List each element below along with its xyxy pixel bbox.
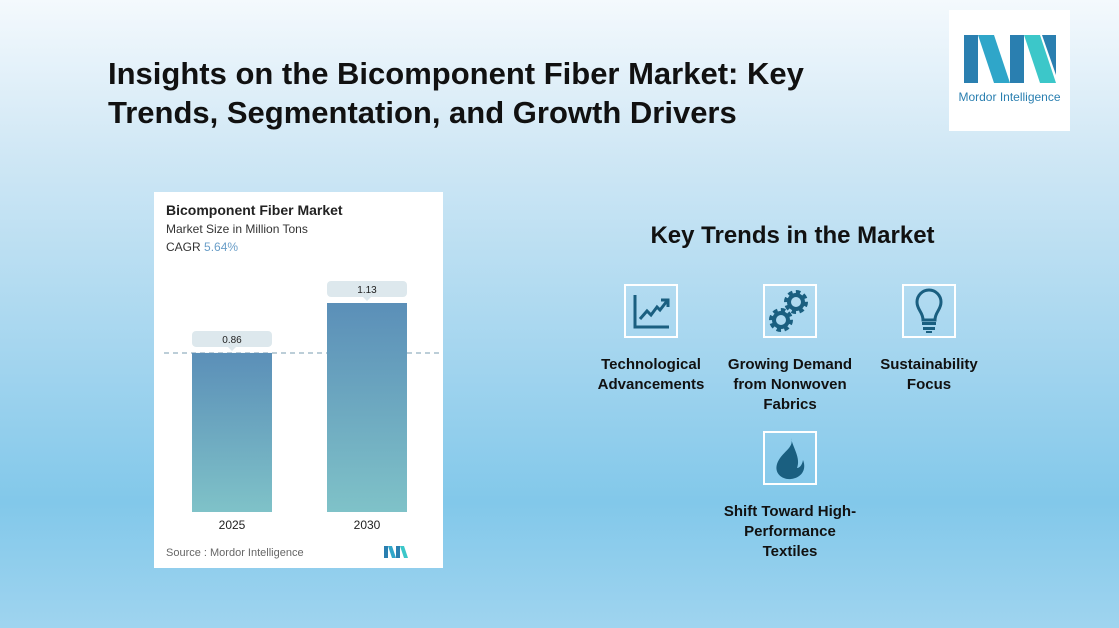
trend-item: Growing Demand from Nonwoven Fabrics: [720, 284, 860, 415]
trend-item: Shift Toward High-Performance Textiles: [720, 431, 860, 562]
cagr-label: CAGR: [166, 240, 201, 254]
trend-label: Shift Toward High-Performance Textiles: [723, 503, 857, 560]
bar-2025: [192, 352, 272, 512]
bar-chart: 0.86 2025 1.13 2030: [164, 281, 443, 532]
chart-subtitle: Market Size in Million Tons: [166, 222, 308, 236]
mordor-logo: Mordor Intelligence: [949, 10, 1070, 131]
key-trends-heading: Key Trends in the Market: [650, 222, 935, 249]
value-label-box: [327, 281, 407, 297]
trend-item: Technological Advancements: [581, 284, 721, 395]
x-tick-label: 2025: [219, 518, 246, 532]
market-chart-card: Bicomponent Fiber Market Market Size in …: [154, 192, 443, 568]
x-tick-label: 2030: [354, 518, 381, 532]
chart-growth-icon: [624, 284, 678, 338]
cagr: CAGR 5.64%: [166, 240, 238, 254]
lightbulb-icon: [902, 284, 956, 338]
value-label: 1.13: [357, 285, 377, 296]
cagr-value: 5.64%: [204, 240, 239, 254]
mordor-logo-icon: [964, 35, 1056, 83]
trend-label: Technological Advancements: [597, 356, 705, 393]
bar-2030: [327, 303, 407, 512]
trend-label: Growing Demand from Nonwoven Fabrics: [727, 356, 853, 413]
gears-icon: [763, 284, 817, 338]
flame-icon: [763, 431, 817, 485]
logo-text: Mordor Intelligence: [958, 90, 1061, 104]
chart-source: Source : Mordor Intelligence: [166, 547, 304, 559]
trend-label: Sustainability Focus: [880, 356, 978, 393]
value-label-pointer: [228, 346, 236, 351]
page-title: Insights on the Bicomponent Fiber Market…: [108, 56, 804, 130]
value-label-box: [192, 330, 272, 347]
value-label-pointer: [363, 297, 371, 301]
trend-item: Sustainability Focus: [859, 284, 999, 395]
chart-title: Bicomponent Fiber Market: [166, 202, 343, 218]
source-logo-icon: [384, 546, 408, 558]
value-label: 0.86: [222, 335, 242, 346]
